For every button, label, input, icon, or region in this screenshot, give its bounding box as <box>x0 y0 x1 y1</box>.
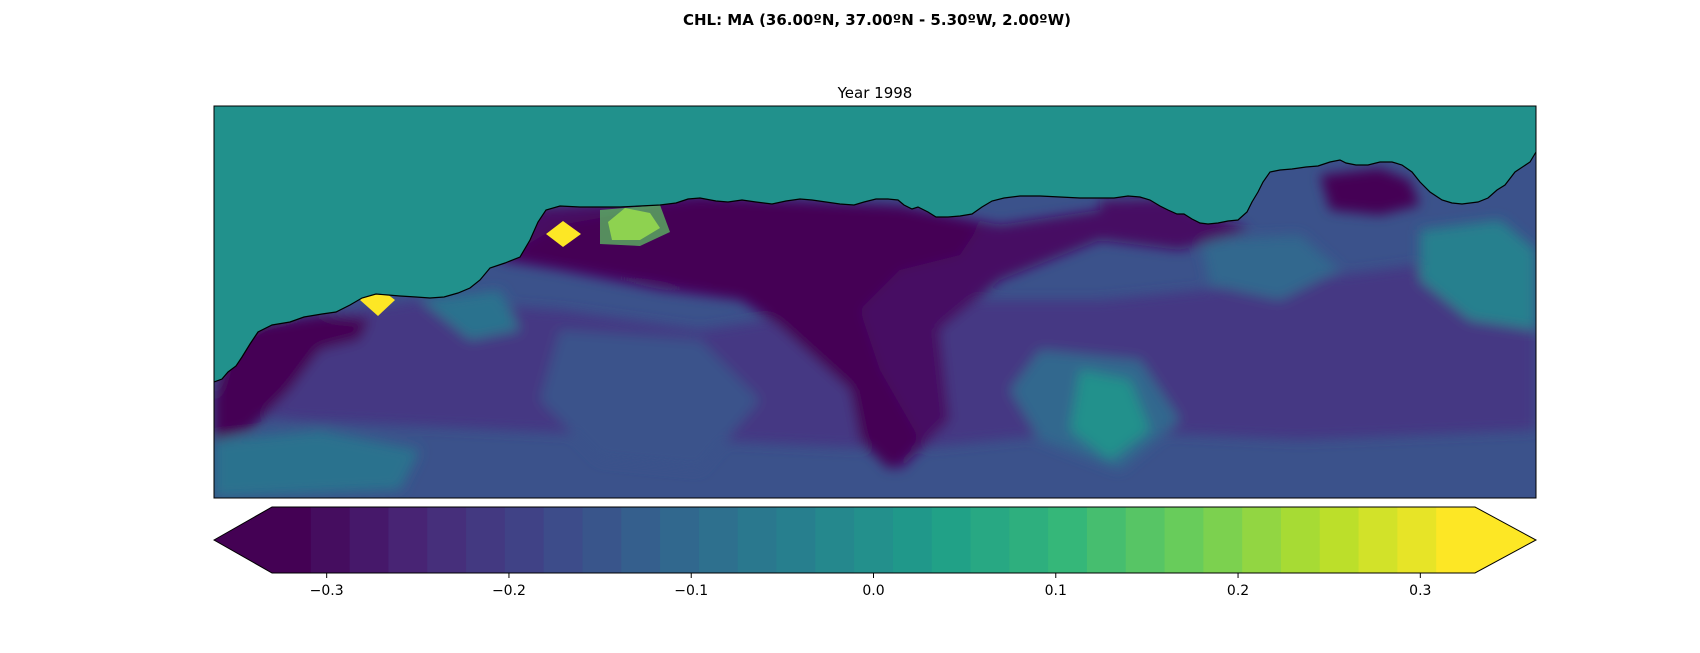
colorbar-segment <box>1086 507 1127 573</box>
anomaly-patch <box>1070 370 1150 460</box>
anomaly-patch <box>420 290 520 340</box>
colorbar-segment <box>388 507 428 573</box>
colorbar-segment <box>1125 507 1166 573</box>
figure-suptitle: CHL: MA (36.00ºN, 37.00ºN - 5.30ºW, 2.00… <box>683 11 1071 29</box>
colorbar-tick-label: −0.3 <box>310 583 344 599</box>
coastline <box>214 151 1536 383</box>
colorbar-segment <box>1319 507 1360 573</box>
colorbar-ticks: −0.3 −0.2 −0.1 0.0 0.1 0.2 0.3 <box>310 573 1431 599</box>
colorbar-segment <box>815 507 855 573</box>
map-title: Year 1998 <box>837 84 913 102</box>
colorbar-extend-max <box>1475 507 1536 573</box>
colorbar-segment <box>543 507 584 573</box>
anomaly-patch <box>214 315 370 440</box>
colorbar-outline <box>212 506 1538 574</box>
land-area <box>214 106 1536 382</box>
map-frame <box>213 105 1537 499</box>
colorbar-segment <box>272 507 312 573</box>
colorbar-tick-label: −0.1 <box>674 583 708 599</box>
colorbar-segment <box>931 507 972 573</box>
colorbar-segment <box>1009 507 1049 573</box>
colorbar-segment <box>1203 507 1243 573</box>
colorbar-segment <box>1397 507 1437 573</box>
colorbar-segment <box>698 507 739 573</box>
colorbar-segment <box>892 507 933 573</box>
colorbar-segment <box>660 507 700 573</box>
colorbar-tick-label: 0.0 <box>862 583 884 599</box>
anomaly-patch <box>1420 220 1536 330</box>
colorbar-extend-min <box>214 507 272 573</box>
anomaly-patch <box>540 330 760 470</box>
colorbar-tick-label: −0.2 <box>492 583 526 599</box>
anomaly-patch <box>600 205 670 246</box>
chlorophyll-field <box>214 168 1536 498</box>
colorbar-tick-label: 0.2 <box>1227 583 1249 599</box>
colorbar-segment <box>466 507 506 573</box>
anomaly-patch <box>214 430 420 498</box>
colorbar-segment <box>1242 507 1282 573</box>
colorbar-segment <box>1358 507 1398 573</box>
colorbar-segment <box>737 507 778 573</box>
colorbar-segment <box>1164 507 1204 573</box>
colorbar-tick-label: 0.3 <box>1409 583 1431 599</box>
colorbar-segment <box>1048 507 1088 573</box>
colorbar-segment <box>776 507 816 573</box>
colorbar-segment <box>427 507 467 573</box>
colorbar-segment <box>970 507 1010 573</box>
colorbar-segment <box>582 507 622 573</box>
anomaly-patch <box>1320 168 1420 215</box>
anomaly-patch <box>510 200 980 470</box>
colorbar <box>212 506 1538 574</box>
map-panel <box>214 106 1536 498</box>
colorbar-segment <box>854 507 894 573</box>
colorbar-tick-label: 0.1 <box>1045 583 1067 599</box>
high-anomaly-spot <box>546 221 581 247</box>
colorbar-segment <box>504 507 545 573</box>
colorbar-segment <box>1436 507 1476 573</box>
colorbar-segment <box>349 507 390 573</box>
colorbar-segment <box>310 507 351 573</box>
colorbar-segment <box>1280 507 1321 573</box>
colorbar-segment <box>621 507 661 573</box>
anomaly-patch <box>1200 235 1340 300</box>
